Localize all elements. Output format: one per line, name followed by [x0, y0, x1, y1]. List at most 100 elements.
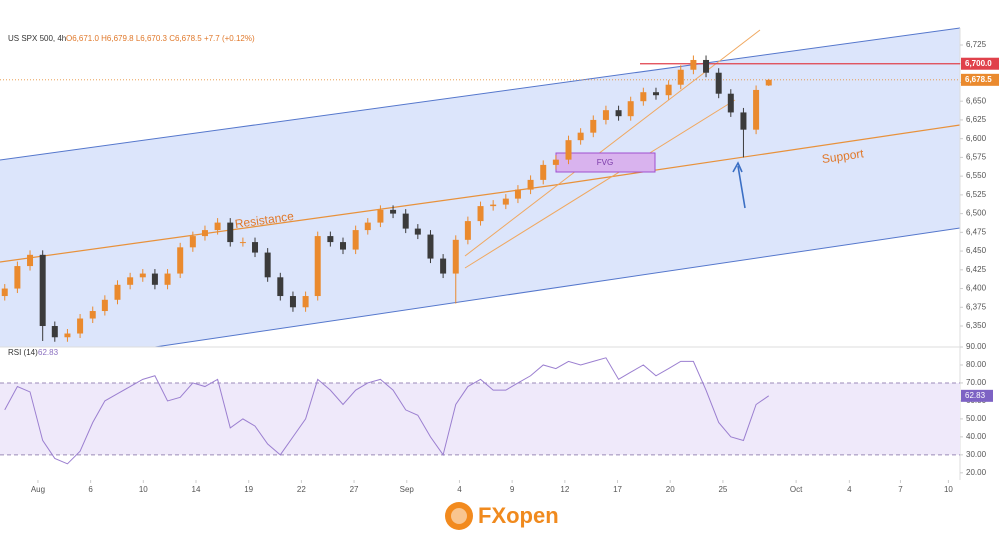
- support-label: Support: [821, 146, 865, 166]
- candle-body: [201, 230, 208, 237]
- resistance-line: [0, 184, 556, 263]
- channel: [0, 28, 960, 347]
- x-tick-label: 12: [560, 485, 569, 494]
- x-tick-label: 27: [350, 485, 359, 494]
- inner-channel-bottom: [464, 99, 736, 269]
- level-tag: [961, 57, 999, 70]
- candle-body: [514, 189, 521, 199]
- candle-body: [577, 132, 584, 141]
- candle-body: [640, 92, 647, 102]
- candle-body: [502, 198, 509, 205]
- candle-body: [452, 239, 459, 274]
- candle-body: [89, 311, 96, 319]
- candle-body: [590, 119, 597, 133]
- x-tick-label: Aug: [31, 485, 45, 494]
- x-tick-label: 10: [139, 485, 148, 494]
- candle-body: [101, 299, 108, 312]
- x-tick-label: 22: [297, 485, 306, 494]
- candle-body: [314, 236, 321, 297]
- price-pane: FVG Resistance Support: [0, 27, 961, 348]
- y-tick-label: 6,625: [966, 115, 987, 124]
- candle-body: [51, 326, 58, 338]
- change: +7.7 (+0.12%): [204, 34, 255, 43]
- candle-body: [740, 112, 747, 130]
- rsi-band: [0, 382, 960, 455]
- y-tick-label: 6,575: [966, 153, 987, 162]
- candle-body: [77, 318, 84, 334]
- last-price-label: 6,678.5: [965, 75, 992, 84]
- candle-body: [151, 273, 158, 285]
- ohlc: O6,671.0 H6,679.8 L6,670.3 C6,678.5 +7.7…: [66, 34, 255, 43]
- candle-body: [164, 273, 171, 285]
- candle-body: [139, 273, 146, 278]
- ohlc-item: L6,670.3: [136, 34, 168, 43]
- candle-body: [14, 266, 21, 289]
- candle-body: [390, 209, 397, 214]
- candle-body: [727, 93, 734, 113]
- ohlc-item: H6,679.8: [101, 34, 134, 43]
- rsi-tick-label: 80.00: [966, 360, 987, 369]
- candle-body: [302, 296, 309, 308]
- candle-body: [114, 284, 121, 300]
- x-tick-label: Oct: [790, 485, 803, 494]
- candle-body: [327, 236, 334, 243]
- candle-body: [565, 140, 572, 160]
- arrow-head: [732, 161, 743, 173]
- rsi-tick-label: 70.00: [966, 378, 987, 387]
- x-tick-label: Sep: [400, 485, 415, 494]
- candle-body: [552, 159, 559, 165]
- x-tick-label: 19: [244, 485, 253, 494]
- rsi-tick-label: 90.00: [966, 342, 987, 351]
- last-price-tag: [961, 73, 999, 86]
- y-tick-label: 6,725: [966, 40, 987, 49]
- candle-body: [602, 110, 609, 120]
- candle-body: [765, 79, 772, 86]
- support-line: [554, 124, 961, 186]
- candle-body: [252, 242, 259, 253]
- logo-icon-inner: [451, 508, 467, 524]
- candle-body: [127, 277, 134, 285]
- rsi-value: 62.83: [38, 348, 59, 357]
- candle-body: [527, 179, 534, 190]
- candle-body: [464, 221, 471, 240]
- candle-body: [652, 92, 659, 96]
- rsi-line: [4, 357, 770, 465]
- x-tick-label: 20: [666, 485, 675, 494]
- x-tick-label: 6: [88, 485, 93, 494]
- candle-body: [352, 230, 359, 250]
- y-tick-label: 6,500: [966, 209, 987, 218]
- candle-body: [665, 84, 672, 96]
- y-tick-label: 6,425: [966, 265, 987, 274]
- x-tick-label: 4: [847, 485, 852, 494]
- y-tick-label: 6,400: [966, 284, 987, 293]
- channel-top: [0, 27, 961, 161]
- candle-body: [64, 333, 71, 338]
- rsi-tag-label: 62.83: [965, 391, 986, 400]
- y-tick-label: 6,450: [966, 246, 987, 255]
- candle-body: [27, 254, 34, 267]
- candle-body: [677, 69, 684, 85]
- x-tick-label: 14: [192, 485, 201, 494]
- candle-body: [490, 204, 497, 207]
- candle-body: [340, 242, 347, 250]
- y-tick-label: 6,475: [966, 227, 987, 236]
- x-tick-label: 7: [898, 485, 903, 494]
- candle-body: [177, 247, 184, 274]
- rsi-tick-label: 20.00: [966, 468, 987, 477]
- y-tick-label: 6,375: [966, 302, 987, 311]
- rsi-tag: [961, 389, 993, 402]
- candle-body: [440, 258, 447, 274]
- candle-body: [753, 89, 760, 130]
- candle-body: [615, 110, 622, 117]
- candle-body: [477, 206, 484, 222]
- candle-body: [427, 234, 434, 259]
- rsi-title: RSI (14): [8, 348, 38, 357]
- rsi-tick-label: 40.00: [966, 432, 987, 441]
- x-tick-label: 25: [718, 485, 727, 494]
- candle-body: [189, 236, 196, 248]
- candle-body: [239, 242, 246, 244]
- candle-body: [289, 296, 296, 308]
- candle-body: [715, 72, 722, 94]
- arrow: [737, 165, 746, 209]
- ohlc-item: C6,678.5: [169, 34, 202, 43]
